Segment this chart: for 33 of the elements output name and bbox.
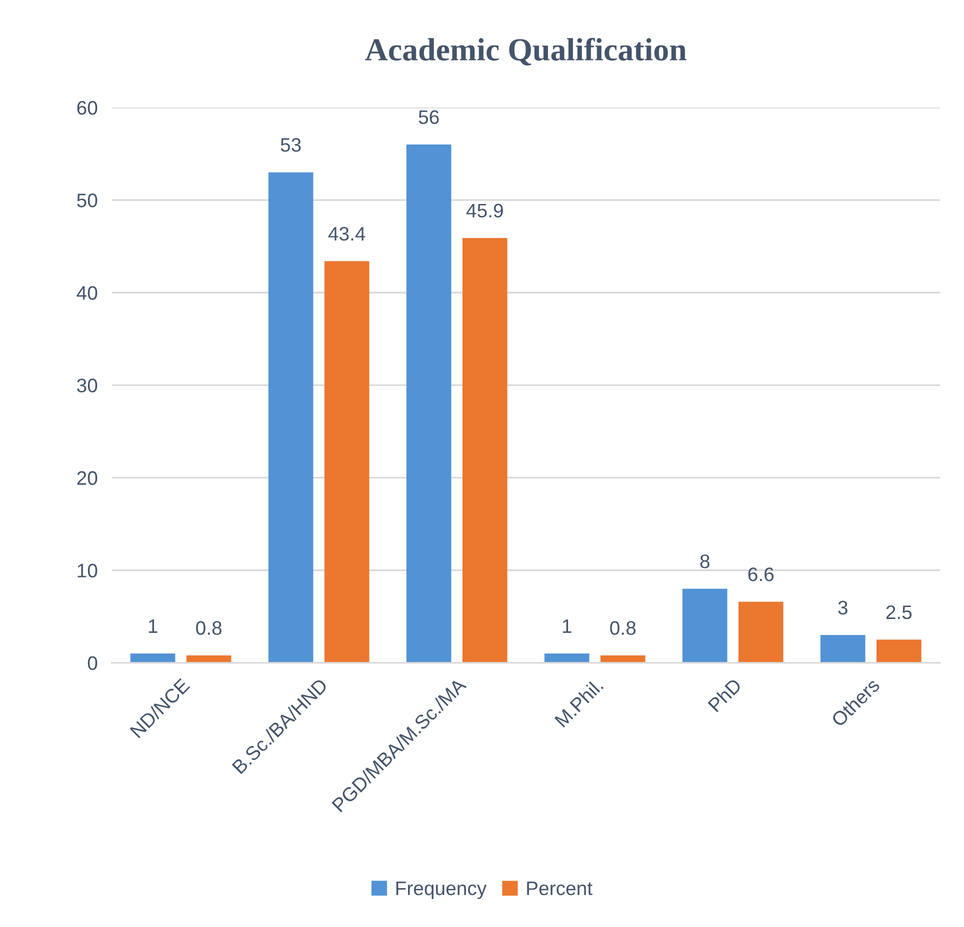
bar bbox=[406, 144, 452, 663]
data-label: 0.8 bbox=[610, 621, 636, 635]
bar bbox=[738, 602, 784, 663]
chart-title: Academic Qualification bbox=[365, 38, 686, 66]
data-label: 6.6 bbox=[748, 567, 774, 582]
y-tick-label: 0 bbox=[88, 656, 98, 670]
data-label: 2.5 bbox=[886, 605, 912, 620]
bar bbox=[462, 238, 508, 663]
y-tick-label: 60 bbox=[77, 101, 98, 115]
legend-label: Frequency bbox=[396, 882, 487, 900]
bar bbox=[544, 654, 590, 663]
data-label: 0.8 bbox=[196, 621, 222, 635]
data-label: 43.4 bbox=[328, 226, 366, 241]
data-label: 1 bbox=[562, 619, 572, 633]
bar bbox=[324, 261, 370, 663]
y-tick-label: 10 bbox=[78, 564, 98, 578]
y-tick-label: 30 bbox=[77, 378, 98, 392]
bar bbox=[682, 588, 728, 663]
data-label: 53 bbox=[280, 138, 301, 152]
bar bbox=[820, 635, 866, 663]
legend-label: Percent bbox=[527, 882, 592, 896]
y-tick-label: 40 bbox=[76, 286, 98, 300]
bar bbox=[268, 172, 314, 663]
y-tick-label: 50 bbox=[77, 194, 98, 208]
data-label: 1 bbox=[148, 619, 158, 633]
bar bbox=[130, 654, 176, 663]
x-tick-label: PhD bbox=[707, 677, 742, 712]
data-label: 3 bbox=[838, 600, 848, 615]
data-label: 45.9 bbox=[466, 204, 503, 218]
data-label: 8 bbox=[700, 554, 710, 568]
data-label: 56 bbox=[418, 110, 439, 124]
y-tick-label: 20 bbox=[77, 471, 98, 485]
bar bbox=[876, 640, 922, 663]
